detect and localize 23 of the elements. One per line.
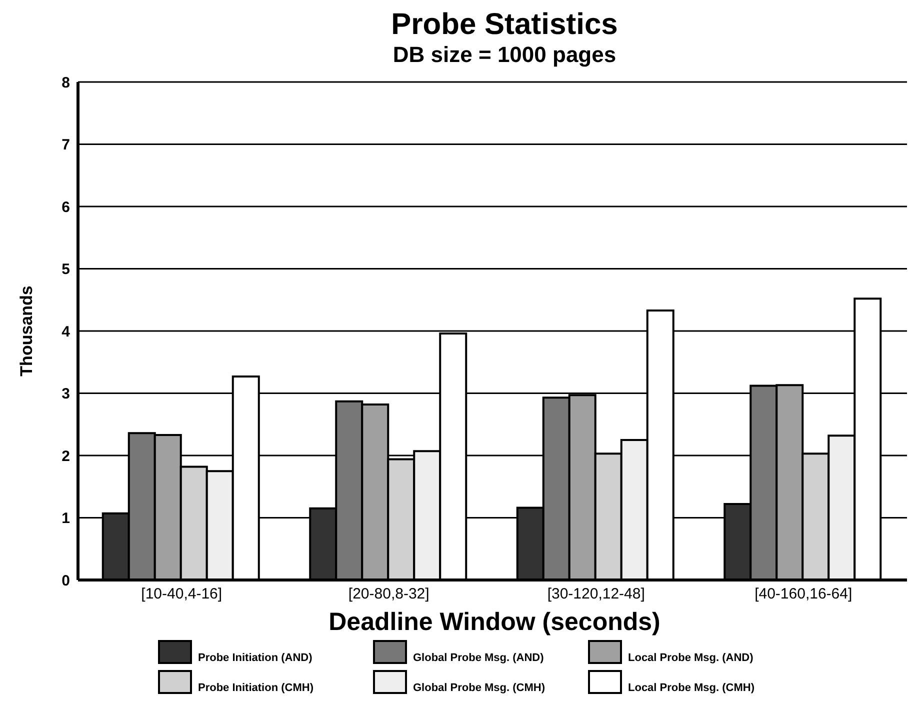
chart-subtitle: DB size = 1000 pages: [392, 42, 618, 68]
x-axis-title: Deadline Window (seconds): [328, 607, 662, 638]
legend-label: Local Probe Msg. (CMH): [628, 682, 755, 694]
y-tick-label: 5: [62, 261, 70, 278]
y-tick-label: 6: [62, 198, 70, 216]
x-tick-label: [20-80,8-32]: [348, 586, 430, 603]
y-axis-title: Thousands: [17, 286, 36, 376]
chart-title: Probe Statistics: [390, 8, 619, 42]
y-tick-label: 3: [62, 386, 70, 403]
y-tick-label: 7: [62, 136, 70, 154]
x-tick-label: [10-40,4-16]: [141, 586, 222, 603]
y-tick-label: 8: [62, 74, 70, 92]
legend-label: Probe Initiation (CMH): [198, 682, 314, 694]
legend-label: Global Probe Msg. (CMH): [413, 682, 545, 694]
y-tick-label: 0: [62, 572, 70, 590]
y-tick-label: 2: [62, 448, 70, 465]
x-tick-label: [40-160,16-64]: [754, 586, 852, 603]
legend-label: Local Probe Msg. (AND): [628, 652, 754, 664]
y-tick-label: 4: [62, 323, 71, 340]
legend-label: Probe Initiation (AND): [198, 652, 312, 664]
x-tick-label: [30-120,12-48]: [547, 586, 645, 603]
y-tick-label: 1: [62, 510, 70, 528]
legend-label: Global Probe Msg. (AND): [413, 652, 544, 664]
